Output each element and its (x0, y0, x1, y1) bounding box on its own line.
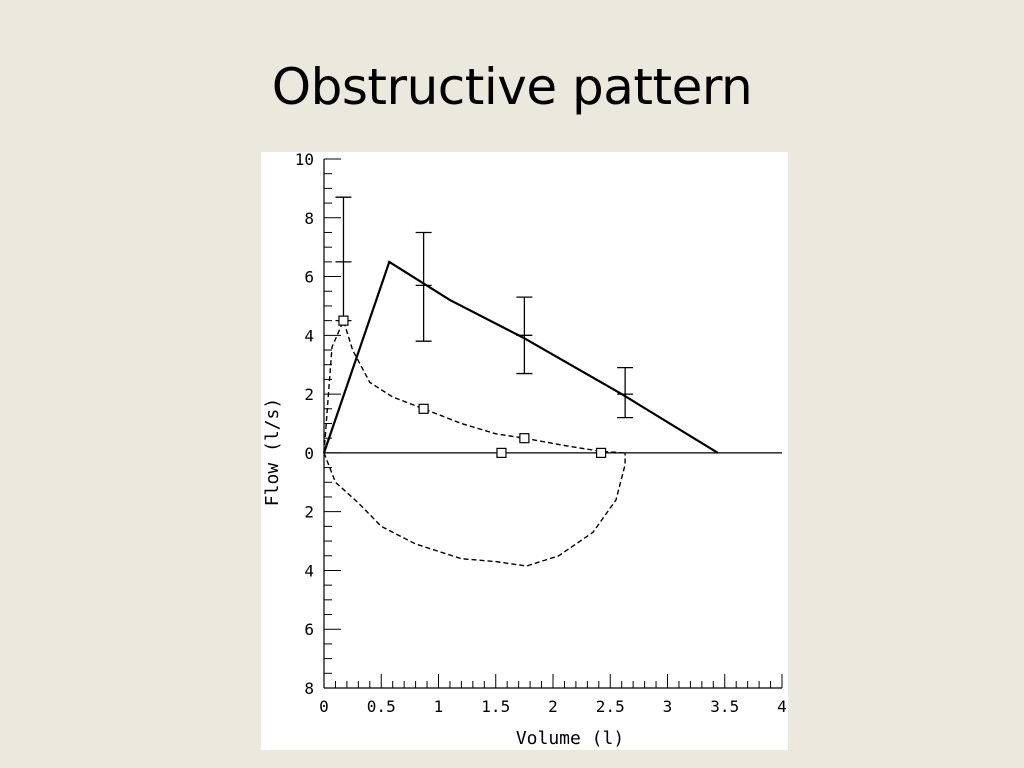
x-tick-label: 1.5 (481, 697, 510, 716)
x-axis-label: Volume (l) (516, 728, 624, 749)
x-tick-label: 2 (548, 697, 558, 716)
measured-flow-line-1 (323, 318, 625, 454)
error-bar (617, 367, 634, 419)
predicted-flow-line (322, 260, 719, 454)
y-tick-label: 10 (295, 152, 314, 169)
y-tick-label: 0 (304, 444, 314, 463)
y-tick-label: 2 (304, 385, 314, 404)
x-tick-label: 0 (319, 697, 329, 716)
slide-title: Obstructive pattern (271, 58, 753, 116)
measured-flow-line-2 (323, 452, 626, 567)
y-tick-label: 4 (304, 561, 314, 580)
x-tick-label: 1 (434, 697, 444, 716)
data-point-marker (595, 447, 607, 458)
y-axis-label: Flow (l/s) (262, 398, 283, 506)
error-bar (415, 231, 432, 342)
x-tick-label: 3 (663, 697, 673, 716)
axes (323, 158, 783, 689)
y-tick-label: 8 (304, 679, 314, 698)
data-point-marker (496, 447, 507, 458)
data-point-marker (519, 433, 530, 444)
chart-panel: 10 8 6 4 2 0 2 4 6 8 0 0.5 1 1.5 2 2.5 3 3.5 4 Volume (l) … (261, 152, 788, 750)
error-bars (335, 196, 634, 419)
y-tick-label: 6 (304, 620, 314, 639)
series-layer (322, 260, 782, 567)
x-tick-label: 3.5 (710, 697, 739, 716)
x-tick-label: 2.5 (596, 697, 625, 716)
data-point-marker (418, 403, 429, 414)
data-point-marker (338, 315, 349, 326)
x-tick-label: 0.5 (367, 697, 396, 716)
x-tick-label: 4 (777, 697, 787, 716)
error-bar (516, 296, 533, 375)
y-tick-label: 8 (304, 209, 314, 228)
y-tick-label: 4 (304, 326, 314, 345)
y-tick-label: 6 (304, 268, 314, 287)
y-tick-label: 2 (304, 503, 314, 522)
error-bar (335, 196, 352, 322)
markers (338, 315, 607, 458)
